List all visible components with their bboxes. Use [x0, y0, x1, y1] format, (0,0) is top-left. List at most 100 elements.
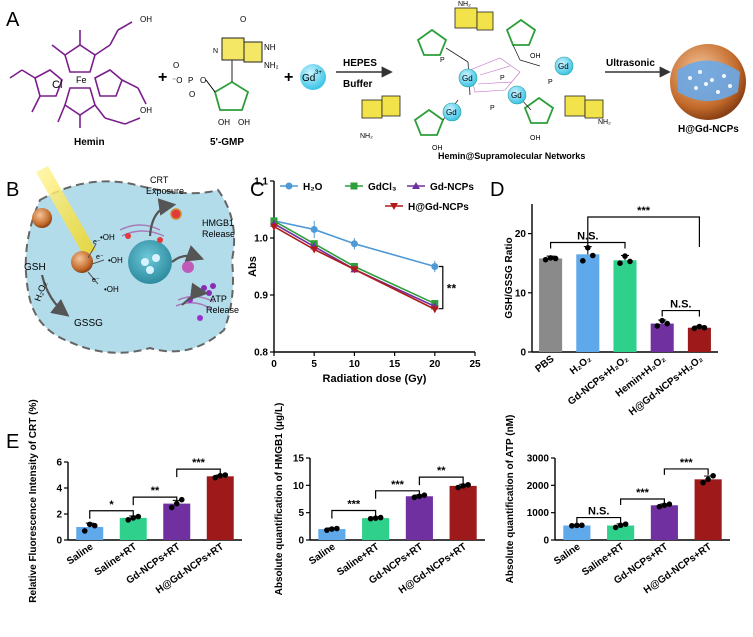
arrow1-bottom-label: Buffer — [343, 79, 373, 90]
gmp-n: N — [213, 48, 218, 55]
y-tick-label: 0 — [543, 536, 549, 547]
data-point — [350, 266, 359, 274]
gmp-oh-1: OH — [218, 118, 230, 127]
network-gd-3: Gd — [446, 108, 457, 117]
significance-bracket — [663, 468, 709, 475]
panel-label-d: D — [490, 179, 504, 201]
data-point — [661, 502, 668, 509]
data-point — [135, 513, 142, 520]
y-tick-label: 20 — [515, 229, 527, 240]
network-p-2: P — [500, 75, 505, 82]
x-tick-label: Saline — [307, 541, 338, 567]
panel-b-cell-scheme: e⁻ e⁻ e⁻ •OH •OH •OH GSH H₂O₂ GSSG CRT E… — [24, 166, 239, 354]
significance-label: N.S. — [670, 299, 691, 311]
bar — [576, 254, 600, 352]
x-tick-label: 20 — [429, 359, 441, 370]
significance-bracket — [418, 476, 464, 486]
network-nh2-2: NH₂ — [598, 119, 611, 126]
significance-label: *** — [192, 457, 206, 469]
data-point — [710, 472, 716, 479]
gmp-nh2: NH₂ — [264, 61, 279, 70]
y-tick-label: 1000 — [527, 508, 550, 519]
legend-label: H₂O — [303, 182, 323, 193]
radical-1: •OH — [100, 233, 115, 242]
y-tick-label: 4 — [56, 484, 62, 495]
legend-marker — [412, 182, 420, 189]
data-point — [377, 514, 384, 521]
gd-ion-charge: 3+ — [315, 70, 322, 76]
crt-marker — [170, 208, 182, 220]
network-gd-1: Gd — [462, 74, 473, 83]
significance-bracket — [132, 496, 178, 506]
x-tick-label: 10 — [349, 359, 361, 370]
gmp-o-carbonyl: O — [240, 15, 246, 24]
bar — [362, 518, 390, 540]
bar — [650, 505, 678, 540]
x-axis-title: Radiation dose (Gy) — [323, 373, 427, 385]
x-tick-label: PBS — [533, 353, 556, 375]
network-p-3: P — [490, 105, 495, 112]
np-outside — [32, 208, 52, 228]
y-axis-title: Absolute quantification of ATP (nM) — [505, 415, 516, 584]
y-axis-title: GSH/GSSG Ratio — [504, 237, 515, 318]
hemin-oh-bottom: OH — [140, 106, 152, 115]
panel-label-e: E — [6, 431, 19, 453]
data-point — [168, 504, 175, 511]
data-point — [430, 306, 439, 314]
x-tick-label: 25 — [469, 359, 481, 370]
y-axis-title: Absolute quantification of HMGB1 (μg/L) — [274, 403, 285, 596]
x-tick-label: H₂O₂ — [568, 354, 594, 377]
gsh-label: GSH — [24, 262, 46, 273]
data-point — [590, 252, 596, 259]
data-point — [659, 317, 665, 324]
network-gd-4: Gd — [511, 91, 522, 100]
hemin-structure — [9, 21, 147, 128]
y-tick-label: 0 — [56, 536, 62, 547]
data-point — [574, 522, 580, 529]
gmp-oh-2: OH — [238, 118, 250, 127]
chart-e2-hmgb1: 051015SalineSaline+RTGd-NCPs+RTH@Gd-NCPs… — [274, 403, 485, 596]
data-point — [701, 324, 708, 331]
y-tick-label: 3000 — [527, 454, 550, 465]
gmp-o-right: O — [200, 76, 206, 85]
network-p-4: P — [548, 79, 553, 86]
y-tick-label: 2 — [56, 510, 62, 521]
arrow1-top-label: HEPES — [343, 58, 377, 69]
gssg-label: GSSG — [74, 318, 103, 329]
bar — [539, 258, 563, 352]
significance-bracket — [89, 510, 134, 519]
series-line — [273, 220, 436, 268]
data-point — [460, 483, 466, 489]
electron-2: e⁻ — [96, 254, 104, 261]
gmp-p: P — [188, 76, 193, 85]
legend-marker — [285, 182, 293, 190]
data-point — [310, 246, 319, 254]
significance-label: ** — [151, 485, 160, 497]
data-point — [91, 522, 98, 529]
gmp-minus-o: ⁻O — [172, 76, 182, 85]
significance-label: *** — [637, 205, 651, 217]
y-axis-title: Abs — [247, 256, 259, 277]
significance-bracket — [576, 516, 622, 524]
data-point — [547, 255, 554, 261]
data-point — [617, 260, 623, 267]
data-point — [310, 225, 318, 233]
significance-label: * — [109, 499, 114, 511]
panel-label-b: B — [6, 179, 19, 201]
fe-atom: Fe — [76, 75, 87, 85]
arrow2-label: Ultrasonic — [606, 58, 655, 69]
chart-c-absorbance: 0.8 0.9 1.0 1.1 0 5 10 15 20 25 Radiation dose (Gy… — [247, 177, 481, 386]
gmp-label: 5'-GMP — [210, 137, 244, 148]
gd-ion: Gd 3+ — [300, 64, 326, 90]
y-tick-label: 0.8 — [254, 348, 268, 359]
panel-a-scheme: Fe Cl OH OH Hemin + O ⁻O P O O O NH NH₂ … — [9, 1, 746, 161]
network-oh-1: OH — [432, 145, 443, 152]
supramolecular-network: Gd Gd Gd Gd P P P P NH₂ NH₂ NH₂ OH OH OH… — [360, 1, 611, 161]
hemin-oh-top: OH — [140, 15, 152, 24]
network-p-1: P — [440, 57, 445, 64]
gmp-structure: O ⁻O P O O O NH NH₂ N OH OH 5'-GMP — [172, 15, 279, 148]
radiation-beam — [36, 166, 96, 256]
radical-3: •OH — [104, 285, 119, 294]
data-point — [705, 476, 711, 483]
